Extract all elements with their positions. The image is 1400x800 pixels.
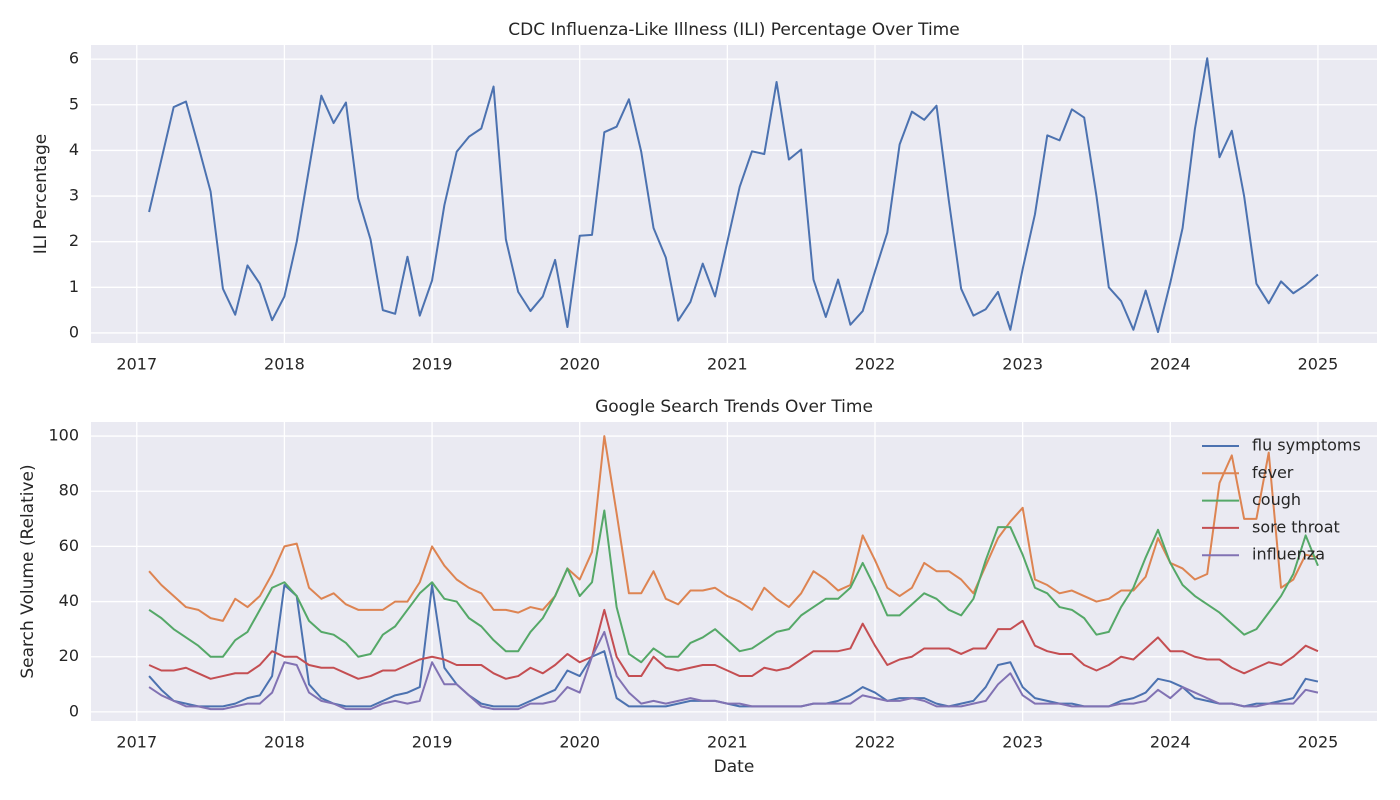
x-tick-label: 2020 (559, 733, 600, 752)
x-tick-label: 2018 (264, 733, 305, 752)
x-tick-label: 2022 (855, 733, 896, 752)
data-line (148, 509, 1319, 664)
x-tick-label: 2025 (1298, 733, 1339, 752)
x-axis-label: Date (714, 757, 755, 777)
y-tick-label: 40 (59, 591, 79, 610)
x-tick-label: 2025 (1298, 355, 1339, 374)
x-tick-label: 2017 (116, 355, 157, 374)
y-tick-label: 100 (48, 426, 79, 445)
x-tick-label: 2019 (412, 355, 453, 374)
x-tick-label: 2019 (412, 733, 453, 752)
y-tick-label: 0 (69, 701, 79, 720)
legend-label: influenza (1252, 545, 1325, 564)
y-tick-label: 6 (69, 49, 79, 68)
y-tick-label: 5 (69, 94, 79, 113)
x-tick-label: 2021 (707, 355, 748, 374)
y-tick-label: 1 (69, 277, 79, 296)
data-line (148, 435, 1319, 622)
chart-title: CDC Influenza-Like Illness (ILI) Percent… (508, 20, 959, 40)
y-axis-label: ILI Percentage (31, 134, 51, 255)
x-tick-label: 2024 (1150, 733, 1191, 752)
legend-label: sore throat (1252, 517, 1340, 536)
data-line (148, 57, 1319, 334)
data-line (148, 608, 1319, 680)
y-tick-label: 60 (59, 536, 79, 555)
y-tick-label: 4 (69, 140, 79, 159)
x-tick-label: 2020 (559, 355, 600, 374)
x-tick-label: 2021 (707, 733, 748, 752)
y-axis-label: Search Volume (Relative) (18, 464, 38, 678)
legend-label: cough (1252, 490, 1301, 509)
x-tick-label: 2018 (264, 355, 305, 374)
x-tick-label: 2024 (1150, 355, 1191, 374)
x-tick-label: 2023 (1002, 355, 1043, 374)
data-line (148, 584, 1319, 708)
y-tick-label: 3 (69, 186, 79, 205)
y-tick-label: 0 (69, 322, 79, 341)
x-tick-label: 2022 (855, 355, 896, 374)
y-tick-label: 2 (69, 231, 79, 250)
x-tick-label: 2017 (116, 733, 157, 752)
y-tick-label: 20 (59, 646, 79, 665)
chart-title: Google Search Trends Over Time (595, 397, 873, 417)
x-tick-label: 2023 (1002, 733, 1043, 752)
data-line (148, 630, 1319, 711)
legend-label: fever (1252, 463, 1294, 482)
legend-label: flu symptoms (1252, 436, 1361, 455)
y-tick-label: 80 (59, 481, 79, 500)
